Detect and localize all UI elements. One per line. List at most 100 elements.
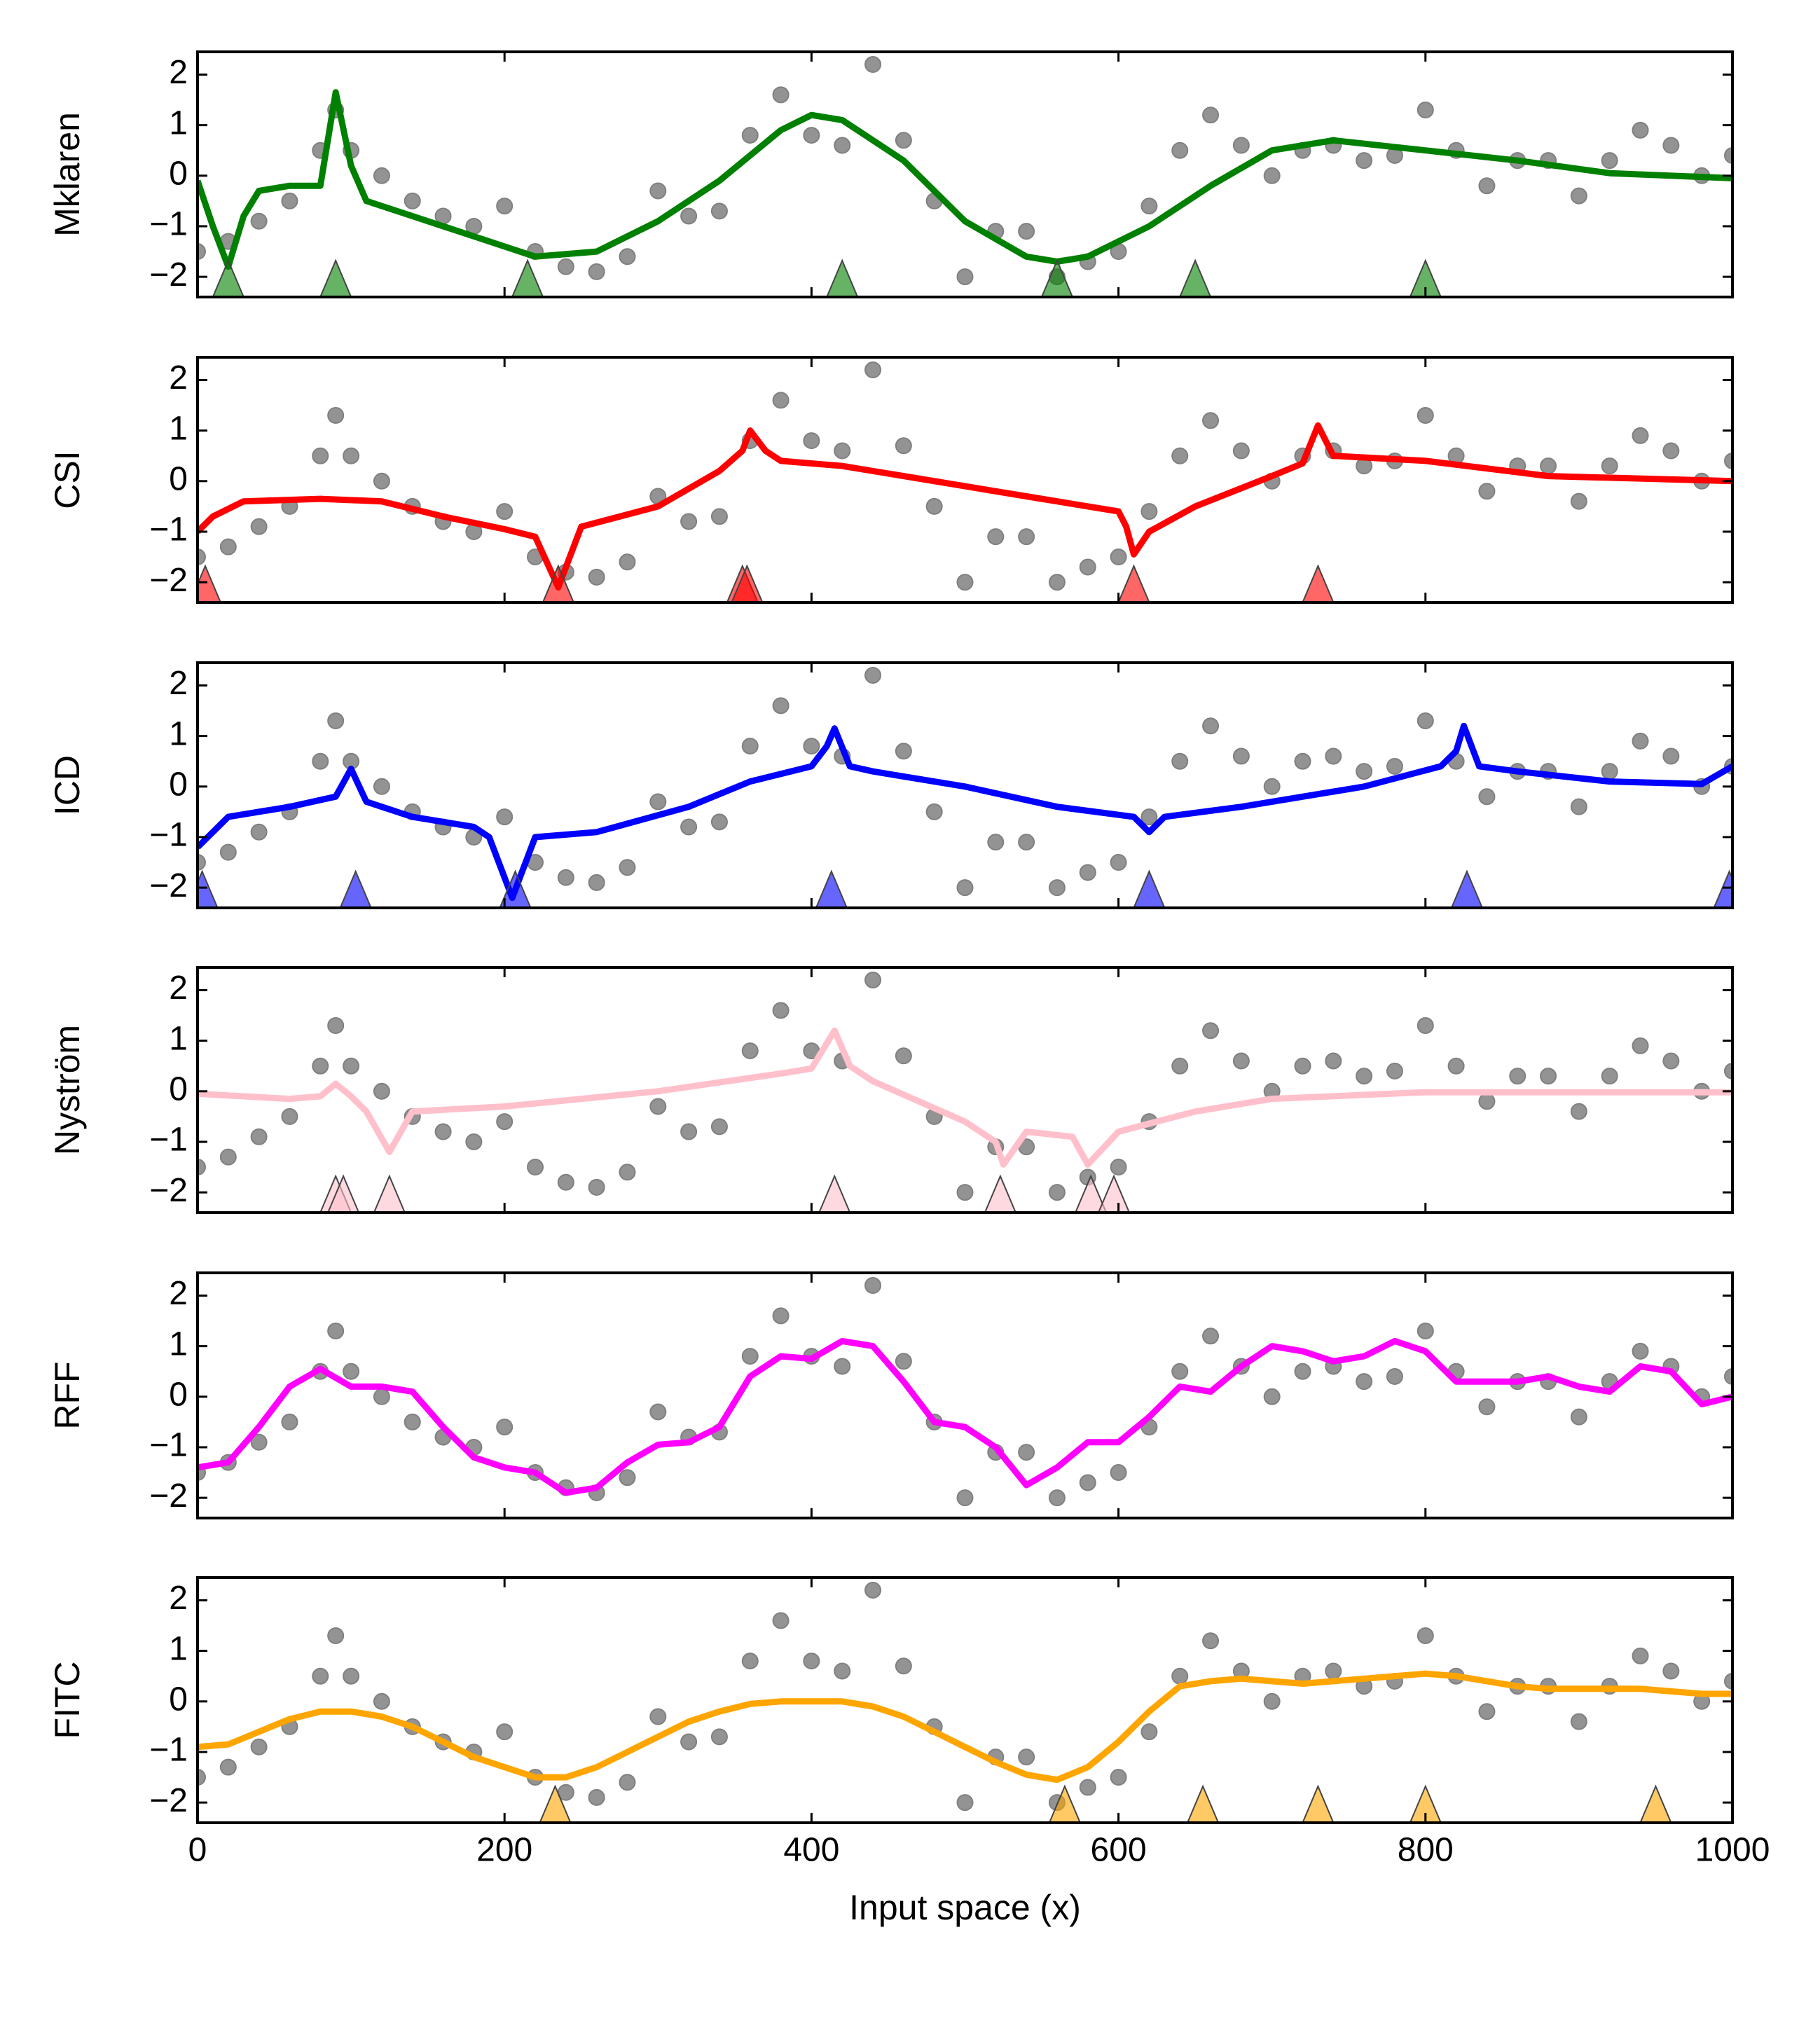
data-point [198,1769,206,1786]
y-axis-label: ICD [48,755,87,815]
data-point [1570,1103,1587,1120]
data-point [404,1413,421,1430]
data-point [1018,223,1035,240]
data-point [588,1788,605,1806]
data-point [895,132,912,149]
inducing-point [1302,564,1335,602]
data-point [987,528,1005,546]
data-point [1018,834,1035,851]
data-point [327,1627,345,1644]
y-tick-label: 0 [169,155,188,192]
data-point [1386,1367,1403,1385]
data-point [1540,457,1557,475]
data-point [327,406,345,424]
data-point [557,258,574,275]
data-point [956,268,974,286]
data-point [1048,1184,1066,1201]
data-point [895,1657,912,1675]
y-tick-label: −2 [149,1172,188,1209]
data-point [864,361,882,379]
data-point [1110,854,1127,871]
data-point [219,1758,237,1776]
data-point [1202,1632,1220,1650]
data-point [1662,137,1680,154]
data-point [1294,1057,1311,1075]
inducing-point [818,1174,851,1213]
data-point [373,1082,390,1100]
inducing-point [984,1174,1016,1213]
data-point [1140,503,1158,520]
data-point [895,1047,912,1065]
inducing-point [1409,258,1442,297]
data-point [1662,442,1680,460]
data-point [1632,121,1649,139]
data-point [1048,879,1066,897]
data-point [956,879,974,897]
y-tick-label: −2 [149,867,188,904]
panel: −2 −1 0 1 2 Nyström [48,966,1734,1214]
data-point [1079,558,1096,576]
fit-line [198,722,1732,902]
data-point [588,568,605,586]
data-point [619,1774,636,1791]
y-axis-label: Nyström [48,1025,87,1155]
inducing-point [1075,1174,1108,1213]
y-tick-label: −1 [149,1122,188,1159]
data-point [864,56,882,74]
data-point [649,1708,667,1725]
data-point [1662,1662,1680,1680]
data-point [588,874,605,891]
y-axis-label: FITC [48,1661,87,1739]
y-axis-label: CSI [48,450,87,509]
y-tick-label: −1 [149,1732,188,1769]
data-point [1263,1388,1281,1405]
y-tick-label: −1 [149,1427,188,1464]
data-point [1632,427,1649,444]
fit-line [198,1027,1732,1168]
data-point [1478,1093,1496,1110]
y-tick-label: 0 [169,1070,188,1108]
data-point [250,1433,268,1451]
data-point [1447,1057,1465,1075]
data-point [1325,747,1342,765]
data-point [198,549,206,566]
data-point [1140,1723,1158,1741]
data-point [987,834,1005,851]
data-point [803,127,820,144]
data-point [373,1388,390,1405]
y-tick-label: −1 [149,817,188,854]
y-tick-label: 1 [169,1020,188,1057]
plot-area [198,1582,1732,1823]
data-point [1724,146,1732,164]
data-point [1601,152,1618,170]
data-point [343,1363,360,1380]
data-point [1325,1662,1342,1680]
data-point [198,243,206,261]
data-point [803,432,820,450]
data-point [281,1413,298,1430]
y-tick-label: 1 [169,1325,188,1363]
inducing-point [319,258,352,297]
data-point [619,1469,636,1487]
data-point [1232,137,1250,154]
fit-line [198,1670,1732,1784]
data-point [373,1692,390,1710]
data-point [1632,732,1649,750]
inducing-point [539,1784,572,1823]
inducing-point [198,869,219,908]
y-tick-label: −2 [149,256,188,294]
data-point [741,738,759,755]
data-point [619,248,636,265]
data-point [1171,752,1189,770]
inducing-point [1048,1784,1082,1823]
inducing-point [373,1174,406,1213]
data-point [1570,187,1587,205]
data-point [710,1118,728,1136]
data-point [1356,1068,1373,1085]
data-point [772,86,790,104]
data-point [1356,1373,1373,1391]
y-tick-label: 2 [169,970,188,1007]
data-point [1356,763,1373,780]
y-tick-label: 1 [169,1630,188,1667]
